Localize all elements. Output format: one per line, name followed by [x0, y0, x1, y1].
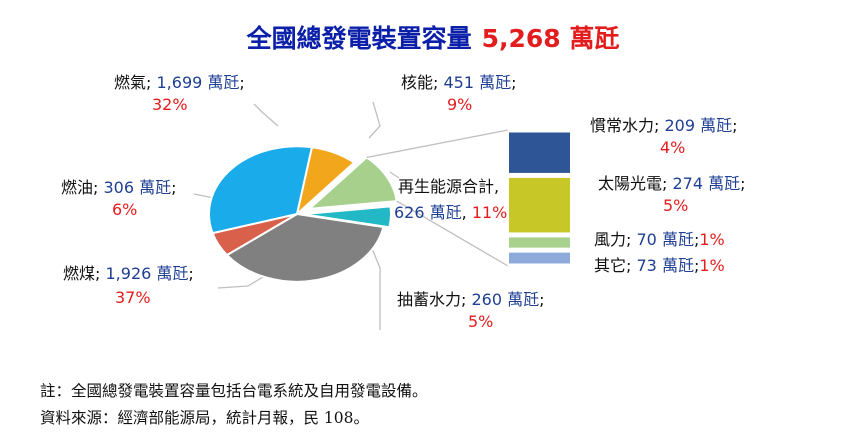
leader-coal: [217, 273, 269, 289]
label-oil: 燃油; 306 萬瓩;: [61, 178, 177, 197]
label-renewable-value: 626 萬瓩: [394, 203, 462, 222]
label-solar: 太陽光電; 274 萬瓩;: [598, 174, 746, 193]
label-wind: 風力; 70 萬瓩;1%: [594, 230, 725, 249]
label-gas-name: 燃氣: [114, 73, 146, 92]
label-gas-pct: 32%: [152, 95, 188, 114]
connector-line-1: [396, 200, 509, 267]
label-coal-value: 1,926 萬瓩: [106, 264, 189, 283]
label-nuclear: 核能; 451 萬瓩;: [401, 73, 517, 92]
label-coal-name: 燃煤: [63, 264, 95, 283]
label-nuclear-value: 451 萬瓩: [444, 73, 512, 92]
label-gas-value: 1,699 萬瓩: [157, 73, 240, 92]
label-wind-pct: 1%: [699, 230, 724, 249]
label-pumped-hydro-name: 抽蓄水力: [397, 290, 461, 309]
label-oil-pct: 6%: [112, 200, 137, 219]
label-oil-value: 306 萬瓩: [104, 178, 172, 197]
leader-renewable: [389, 171, 400, 179]
breakdown-segment-3: [507, 250, 572, 266]
footnote-source: 資料來源：經濟部能源局，統計月報，民 108。: [40, 409, 370, 427]
label-other-name: 其它: [594, 256, 626, 275]
pie-slice-5: [208, 145, 314, 235]
label-other-value: 73 萬瓩: [637, 256, 694, 275]
label-nuclear-pct: 9%: [447, 95, 472, 114]
leader-nuclear: [368, 101, 381, 139]
pie-slice-1: [306, 156, 398, 211]
footnote-scope: 註：全國總發電裝置容量包括台電系統及自用發電設備。: [40, 382, 428, 400]
leader-gas: [253, 103, 279, 127]
label-hydro-name: 慣常水力: [590, 116, 654, 135]
label-coal-pct: 37%: [115, 288, 151, 307]
label-renewable: 626 萬瓩, 11%: [394, 203, 507, 222]
connector-line-0: [366, 129, 509, 159]
label-pumped-hydro-value: 260 萬瓩: [472, 290, 540, 309]
label-pumped-hydro-pct: 5%: [468, 312, 493, 331]
pie-slice-2: [302, 205, 392, 229]
label-gas: 燃氣; 1,699 萬瓩;: [114, 73, 245, 92]
label-hydro-value: 209 萬瓩: [665, 116, 733, 135]
label-hydro-pct: 4%: [660, 138, 685, 157]
label-renewable-name: 再生能源合計,: [398, 177, 499, 196]
label-hydro: 慣常水力; 209 萬瓩;: [590, 116, 738, 135]
title-text: 全國總發電裝置容量: [246, 24, 472, 53]
label-coal: 燃煤; 1,926 萬瓩;: [63, 264, 194, 283]
label-pumped-hydro: 抽蓄水力; 260 萬瓩;: [397, 290, 545, 309]
pie-slice-3: [225, 212, 385, 283]
chart-title: 全國總發電裝置容量 5,268 萬瓩: [246, 24, 620, 53]
leader-pumped-hydro: [370, 245, 381, 330]
breakdown-bar: [366, 129, 572, 267]
label-wind-name: 風力: [594, 230, 626, 249]
label-other: 其它; 73 萬瓩;1%: [594, 256, 725, 275]
label-nuclear-name: 核能: [401, 73, 433, 92]
label-renewable-pct: 11%: [472, 203, 508, 222]
label-wind-value: 70 萬瓩: [637, 230, 694, 249]
breakdown-segment-2: [507, 235, 572, 250]
leader-lines: [193, 101, 400, 330]
label-solar-value: 274 萬瓩: [673, 174, 741, 193]
label-solar-name: 太陽光電: [598, 174, 662, 193]
label-oil-name: 燃油: [61, 178, 93, 197]
label-solar-pct: 5%: [663, 196, 688, 215]
footnotes: 註：全國總發電裝置容量包括台電系統及自用發電設備。 資料來源：經濟部能源局，統計…: [40, 378, 428, 432]
title-total: 5,268 萬瓩: [482, 24, 620, 53]
pie-slices: [208, 145, 398, 283]
breakdown-segment-0: [507, 130, 572, 175]
breakdown-segment-1: [507, 175, 572, 235]
label-other-pct: 1%: [699, 256, 724, 275]
